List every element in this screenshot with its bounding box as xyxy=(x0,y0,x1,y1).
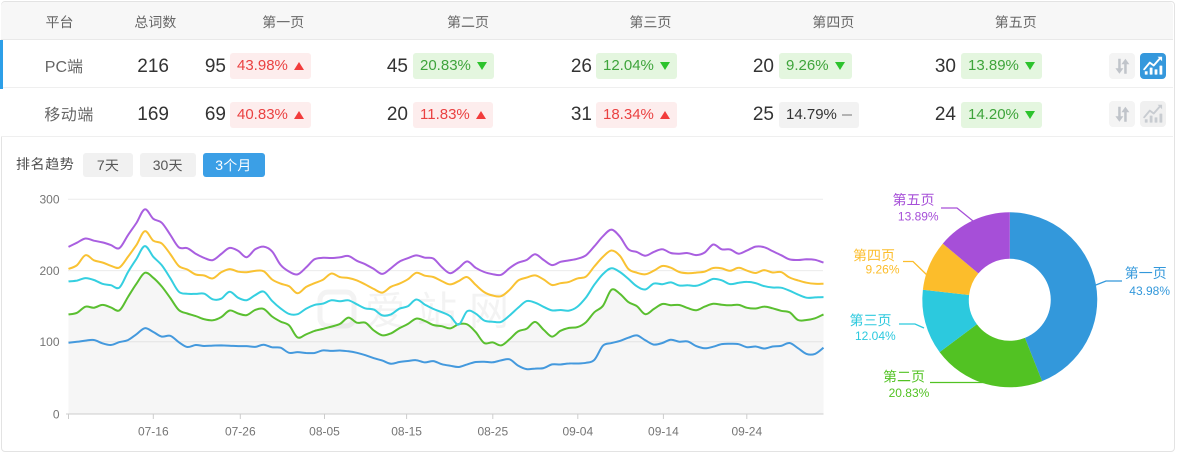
svg-text:12.04%: 12.04% xyxy=(855,329,896,343)
svg-text:PC: PC xyxy=(45,59,67,76)
svg-text:7: 7 xyxy=(97,157,105,173)
svg-text:3: 3 xyxy=(215,157,223,173)
svg-text:43.98%: 43.98% xyxy=(1129,284,1170,298)
svg-text:07-26: 07-26 xyxy=(225,425,256,439)
svg-text:100: 100 xyxy=(39,335,59,349)
svg-text:09-14: 09-14 xyxy=(648,425,679,439)
svg-text:08-05: 08-05 xyxy=(309,425,340,439)
svg-text:09-24: 09-24 xyxy=(731,425,762,439)
svg-text:08-25: 08-25 xyxy=(477,425,508,439)
svg-text:9.26%: 9.26% xyxy=(866,263,900,277)
svg-text:20.83%: 20.83% xyxy=(889,386,930,400)
svg-text:09-04: 09-04 xyxy=(562,425,593,439)
svg-text:13.89%: 13.89% xyxy=(898,210,939,224)
svg-text:08-15: 08-15 xyxy=(391,425,422,439)
svg-text:300: 300 xyxy=(39,193,59,207)
svg-text:0: 0 xyxy=(53,408,60,422)
svg-text:200: 200 xyxy=(39,264,59,278)
svg-text:07-16: 07-16 xyxy=(138,425,169,439)
svg-text:30: 30 xyxy=(153,157,169,173)
